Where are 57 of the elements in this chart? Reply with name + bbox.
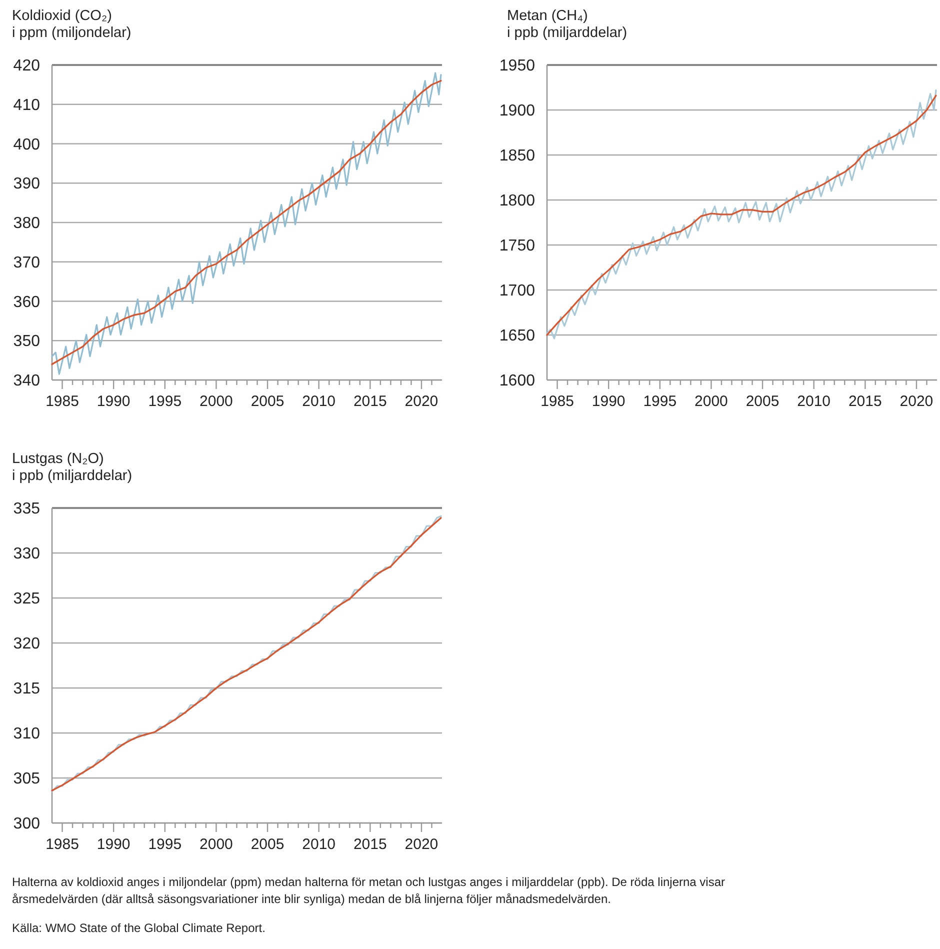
y-tick-label: 1750 <box>499 238 536 255</box>
y-tick-label: 370 <box>13 254 40 272</box>
text: Källa: WMO State of the Global Climate Report. <box>12 921 266 935</box>
x-tick-label: 1995 <box>148 836 182 853</box>
x-tick-label: 2000 <box>694 393 728 410</box>
y-tick-label: 335 <box>13 500 40 518</box>
x-tick-label: 2015 <box>848 393 882 410</box>
y-tick-label: 350 <box>13 333 40 350</box>
x-tick-label: 2020 <box>404 393 438 410</box>
y-tick-label: 420 <box>13 58 40 75</box>
x-tick-label: 2020 <box>404 836 438 853</box>
x-tick-label: 1985 <box>46 393 79 410</box>
x-tick-label: 1990 <box>592 393 626 410</box>
y-tick-label: 400 <box>13 136 40 154</box>
x-tick-label: 2005 <box>250 393 284 410</box>
x-tick-label: 2010 <box>302 393 336 410</box>
x-tick-label: 2005 <box>746 393 780 410</box>
x-tick-label: 2005 <box>250 836 284 853</box>
y-tick-label: 300 <box>13 816 40 833</box>
x-tick-label: 2015 <box>353 393 387 410</box>
y-tick-label: 390 <box>13 176 40 193</box>
x-tick-label: 1990 <box>96 836 130 853</box>
y-tick-label: 1950 <box>499 58 536 75</box>
chart-title: Lustgas (N₂O) <box>12 451 104 467</box>
x-tick-label: 2020 <box>900 393 934 410</box>
y-tick-label: 1800 <box>499 192 536 210</box>
y-tick-label: 325 <box>13 590 40 608</box>
chart-title: Koldioxid (CO₂) <box>12 8 112 24</box>
y-tick-label: 1650 <box>499 328 536 345</box>
x-tick-label: 1990 <box>96 393 130 410</box>
y-tick-label: 1600 <box>499 372 536 390</box>
chart-subtitle: i ppm (miljondelar) <box>12 25 132 41</box>
y-tick-label: 1700 <box>499 282 536 300</box>
y-tick-label: 310 <box>13 726 40 743</box>
y-tick-label: 1900 <box>499 102 536 120</box>
x-tick-label: 2000 <box>200 836 233 853</box>
y-tick-label: 340 <box>13 372 40 390</box>
chart-subtitle: i ppb (miljarddelar) <box>12 468 132 484</box>
x-tick-label: 2010 <box>797 393 831 410</box>
x-tick-label: 2000 <box>200 393 233 410</box>
y-tick-label: 1850 <box>499 148 536 165</box>
y-tick-label: 330 <box>13 546 40 563</box>
x-tick-label: 1995 <box>643 393 677 410</box>
x-tick-label: 2015 <box>353 836 387 853</box>
x-tick-label: 1985 <box>46 836 79 853</box>
text: Halterna av koldioxid anges i miljondelar (ppm) medan halterna för metan och lustgas anges i miljarddelar (ppb). De röda linjerna visar årsmedelvärden (där alltså säsongsvariationer inte blir synliga) medan de blå linjerna följer månadsmedelvärden. <box>12 875 726 906</box>
y-tick-label: 410 <box>13 96 40 114</box>
x-tick-label: 2010 <box>302 836 336 853</box>
x-tick-label: 1995 <box>148 393 182 410</box>
chart-title: Metan (CH₄) <box>507 8 588 24</box>
chart-subtitle: i ppb (miljarddelar) <box>507 25 628 41</box>
y-tick-label: 315 <box>13 680 40 698</box>
y-tick-label: 320 <box>13 636 40 653</box>
y-tick-label: 305 <box>13 770 40 788</box>
y-tick-label: 380 <box>13 215 40 232</box>
y-tick-label: 360 <box>13 294 40 311</box>
x-tick-label: 1985 <box>540 393 574 410</box>
